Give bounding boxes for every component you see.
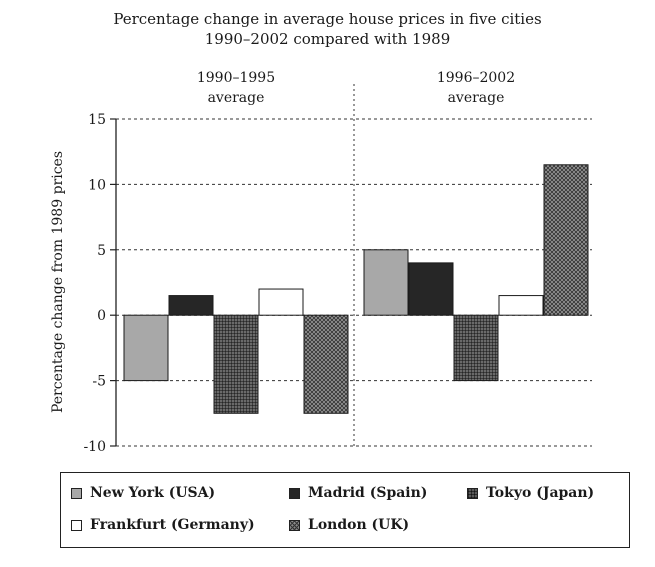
legend-label: Frankfurt (Germany) (90, 517, 255, 533)
legend-label: London (UK) (308, 517, 410, 533)
bar-tokyo (213, 314, 259, 414)
y-axis-label: Percentage change from 1989 prices (50, 151, 66, 413)
bar-frankfurt (258, 288, 304, 316)
y-tick-label: 10 (88, 177, 106, 193)
legend-item-london: London (UK) (289, 517, 409, 533)
legend-label: Madrid (Spain) (308, 485, 428, 501)
bar-london (303, 314, 349, 414)
period-label-line: average (207, 90, 265, 106)
legend-swatch (289, 519, 300, 531)
chart-subtitle: 1990–2002 compared with 1989 (204, 30, 451, 48)
legend-swatch (467, 487, 478, 499)
period-label-line: average (447, 90, 505, 106)
y-tick-label: 15 (88, 112, 106, 128)
gridlines (116, 118, 592, 447)
bar-london (543, 164, 589, 316)
legend-item-madrid: Madrid (Spain) (289, 485, 427, 501)
bar-madrid (408, 262, 454, 316)
bar-madrid (168, 295, 214, 316)
y-tick-label: 5 (97, 243, 106, 259)
legend-item-frankfurt: Frankfurt (Germany) (71, 517, 255, 533)
period-label-line: 1990–1995 (196, 70, 276, 86)
y-axis: 15 10 5 0 -5 -10 (83, 112, 117, 455)
bar-new-york (123, 314, 169, 382)
bars (123, 164, 589, 414)
bar-new-york (363, 249, 409, 316)
bar-tokyo (453, 314, 499, 382)
legend-swatch (289, 487, 300, 499)
legend-item-new-york: New York (USA) (71, 485, 215, 501)
legend-swatch (71, 519, 82, 531)
chart-title: Percentage change in average house price… (113, 10, 542, 28)
y-tick-label: 0 (97, 308, 106, 324)
period-label-line: 1996–2002 (436, 70, 516, 86)
period-label-1990-1995: 1990–1995 average (166, 68, 306, 108)
period-label-1996-2002: 1996–2002 average (406, 68, 546, 108)
bar-frankfurt (498, 295, 544, 316)
legend-item-tokyo: Tokyo (Japan) (467, 485, 594, 501)
legend-swatch (71, 487, 82, 499)
legend-label: Tokyo (Japan) (486, 485, 595, 501)
legend: New York (USA) Madrid (Spain) Tokyo (Jap… (60, 472, 630, 548)
legend-label: New York (USA) (90, 485, 216, 501)
y-tick-label: -5 (92, 374, 106, 390)
y-tick-label: -10 (83, 439, 106, 455)
